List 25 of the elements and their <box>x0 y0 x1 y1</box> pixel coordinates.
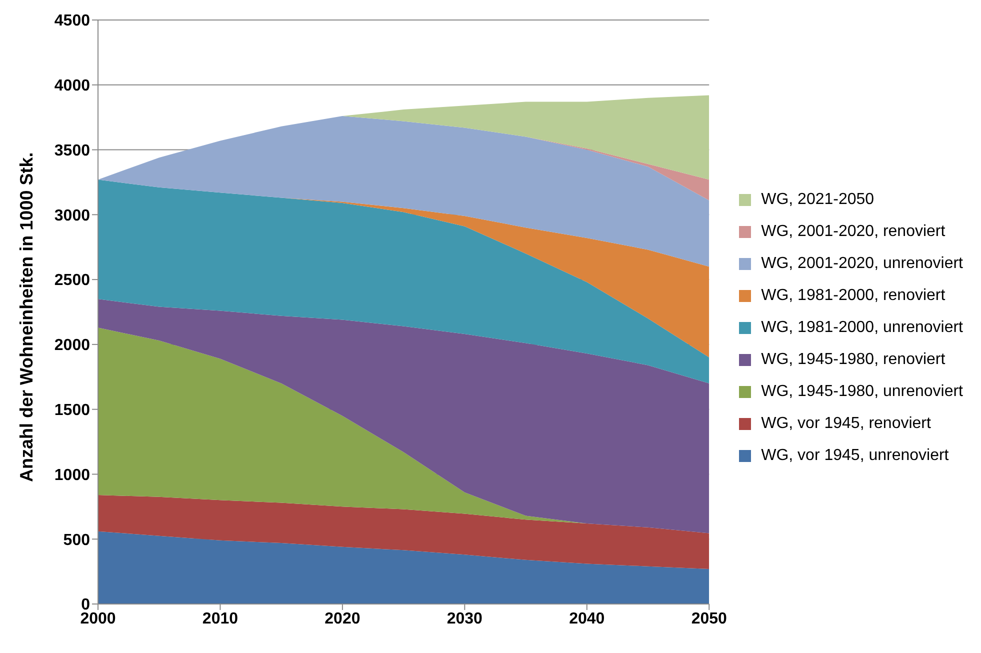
legend-label: WG, 1945-1980, unrenoviert <box>761 383 963 401</box>
y-tick-label: 4500 <box>54 12 90 30</box>
legend-label: WG, 2001-2020, renoviert <box>761 223 946 241</box>
y-tick-label: 4000 <box>54 78 90 95</box>
y-tick-label: 2500 <box>54 272 90 290</box>
legend-label: WG, 1945-1980, renoviert <box>761 351 946 369</box>
legend-label: WG, 1981-2000, unrenoviert <box>761 319 963 337</box>
x-tick-label: 2030 <box>446 610 483 628</box>
y-tick-label: 3000 <box>54 207 90 224</box>
y-tick-label: 1500 <box>54 402 90 420</box>
y-tick-label: 500 <box>63 532 90 549</box>
x-tick-label: 2010 <box>202 610 238 628</box>
x-tick-label: 2050 <box>691 610 728 628</box>
legend-label: WG, 2021-2050 <box>761 191 874 209</box>
y-tick-label: 3500 <box>54 142 90 160</box>
x-tick-label: 2020 <box>324 610 360 628</box>
x-tick-label: 2040 <box>569 610 605 628</box>
y-tick-label: 2000 <box>54 337 90 354</box>
legend-label: WG, vor 1945, unrenoviert <box>761 447 949 465</box>
legend-label: WG, 2001-2020, unrenoviert <box>761 255 963 273</box>
y-axis-title: Anzahl der Wohneinheiten in 1000 Stk. <box>16 152 36 482</box>
legend-label: WG, 1981-2000, renoviert <box>761 287 946 305</box>
legend-label: WG, vor 1945, renoviert <box>761 415 931 433</box>
x-tick-label: 2000 <box>80 610 116 628</box>
y-tick-label: 1000 <box>54 466 90 484</box>
